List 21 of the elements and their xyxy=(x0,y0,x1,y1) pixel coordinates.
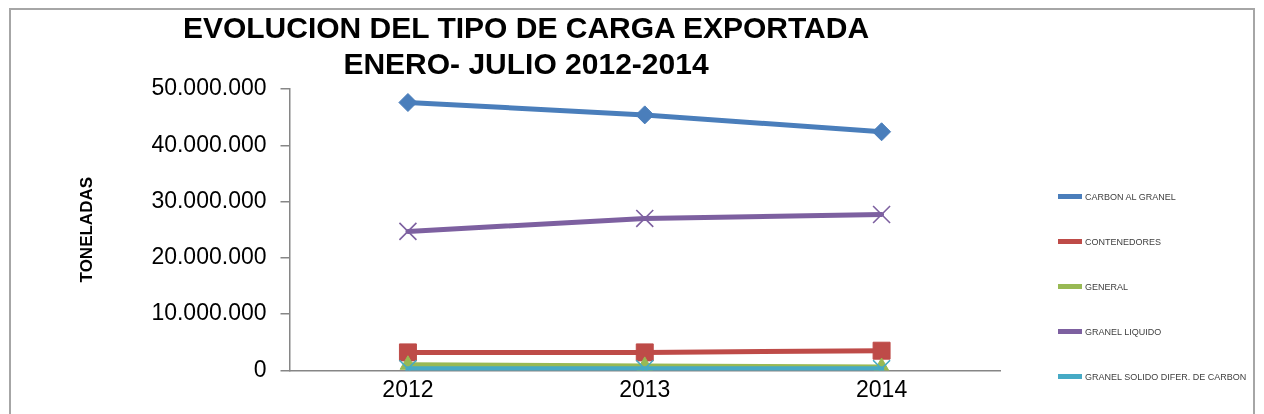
point xyxy=(872,122,892,142)
y-tick-label: 40.000.000 xyxy=(151,130,267,157)
y-tick-label: 30.000.000 xyxy=(151,186,267,213)
legend-label: CARBON AL GRANEL xyxy=(1085,191,1176,202)
legend-label: CONTENEDORES xyxy=(1085,236,1162,247)
y-tick-label: 0 xyxy=(253,355,267,382)
point xyxy=(872,205,891,224)
point xyxy=(635,209,655,228)
point xyxy=(398,222,418,241)
x-tick-label: 2014 xyxy=(856,375,908,402)
y-tick-label: 20.000.000 xyxy=(151,243,267,270)
y-tick-label: 10.000.000 xyxy=(151,299,267,326)
legend-label: GRANEL SOLIDO DIFER. DE CARBON xyxy=(1085,371,1247,382)
x-tick-label: 2012 xyxy=(382,375,434,402)
point xyxy=(398,93,418,113)
legend-label: GENERAL xyxy=(1085,281,1129,292)
y-tick-label: 50.000.000 xyxy=(151,74,267,101)
point xyxy=(635,105,655,125)
legend-label: GRANEL LIQUIDO xyxy=(1085,326,1162,337)
y-axis-title: TONELADAS xyxy=(76,176,96,283)
x-tick-label: 2013 xyxy=(619,375,671,402)
